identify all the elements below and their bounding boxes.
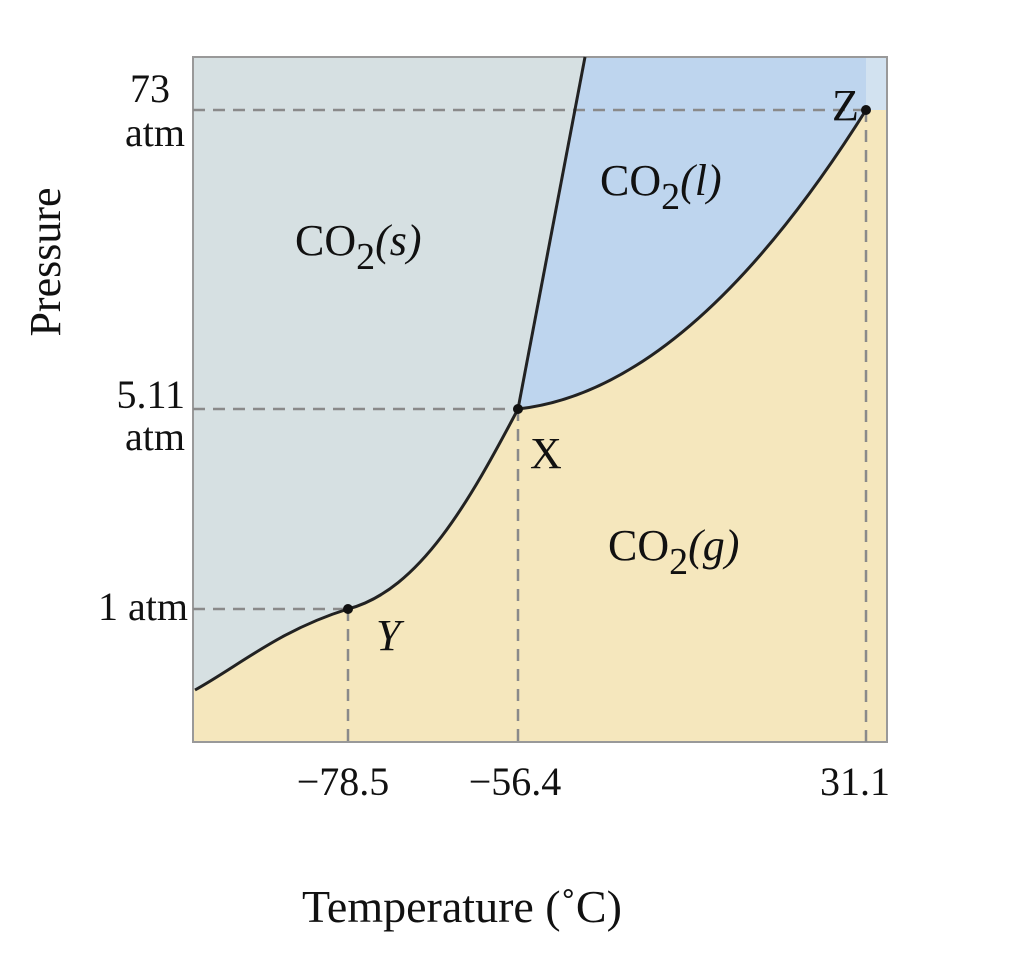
point-label: X <box>530 429 562 478</box>
x-axis-title: Temperature (˚C) <box>302 881 622 932</box>
x-tick-label: −56.4 <box>469 759 562 804</box>
y-tick-label: atm <box>125 110 185 155</box>
point-z <box>861 105 871 115</box>
formula: CO <box>295 216 356 265</box>
supercritical-region <box>866 57 887 110</box>
y-tick-label: 1 atm <box>98 584 188 629</box>
solid-region <box>193 57 585 690</box>
liquid-region <box>518 57 866 409</box>
plot-frame <box>192 56 888 743</box>
phase: (g) <box>688 521 739 570</box>
point-x <box>513 404 523 414</box>
subscript: 2 <box>356 236 375 278</box>
y-tick-label: 73 <box>130 66 170 111</box>
point-y <box>343 604 353 614</box>
x-tick-label: −78.5 <box>297 759 390 804</box>
formula: CO <box>600 156 661 205</box>
melting-line <box>516 56 587 410</box>
region-label: CO2(l) <box>600 156 722 218</box>
region-label: CO2(g) <box>608 521 739 583</box>
sublimation-curve <box>194 408 520 692</box>
y-tick-label: atm <box>125 414 185 459</box>
formula: CO <box>608 521 669 570</box>
phase: (s) <box>375 216 421 265</box>
phase: (l) <box>680 156 722 205</box>
x-tick-label: 31.1 <box>820 759 890 804</box>
point-label: Z <box>832 81 859 130</box>
subscript: 2 <box>661 176 680 218</box>
vaporization-curve <box>517 109 868 411</box>
y-tick-label: 5.11 <box>116 372 185 417</box>
point-label: Y <box>376 611 405 660</box>
region-label: CO2(s) <box>295 216 422 278</box>
y-axis-title: Pressure <box>21 187 70 336</box>
subscript: 2 <box>669 541 688 583</box>
